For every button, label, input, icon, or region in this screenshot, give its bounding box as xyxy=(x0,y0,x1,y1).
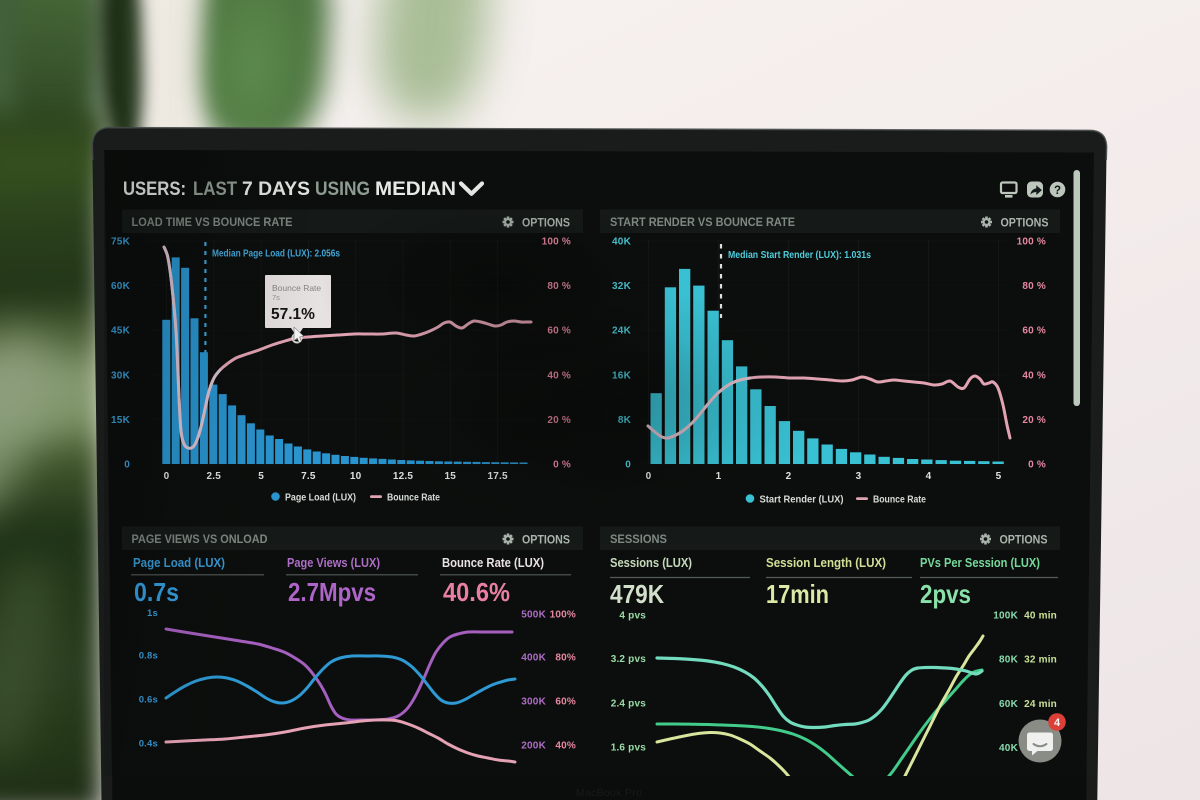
svg-text:17min: 17min xyxy=(766,579,829,609)
svg-text:300K: 300K xyxy=(521,697,546,708)
svg-text:80%: 80% xyxy=(555,653,576,664)
svg-text:Median Page Load (LUX): 2.056s: Median Page Load (LUX): 2.056s xyxy=(212,249,340,260)
svg-text:Median Start Render (LUX): 1.0: Median Start Render (LUX): 1.031s xyxy=(728,250,871,261)
svg-text:7 DAYS: 7 DAYS xyxy=(242,178,310,200)
svg-text:100K: 100K xyxy=(993,611,1018,622)
svg-text:0 %: 0 % xyxy=(1028,460,1046,471)
svg-text:PVs Per Session (LUX): PVs Per Session (LUX) xyxy=(920,555,1040,570)
svg-text:START RENDER VS BOUNCE RATE: START RENDER VS BOUNCE RATE xyxy=(610,217,795,229)
svg-text:MEDIAN: MEDIAN xyxy=(375,178,456,200)
svg-text:0: 0 xyxy=(625,460,631,471)
svg-text:Bounce Rate: Bounce Rate xyxy=(387,493,440,504)
svg-text:OPTIONS: OPTIONS xyxy=(522,218,570,230)
svg-text:60 %: 60 % xyxy=(547,326,571,337)
svg-text:4 pvs: 4 pvs xyxy=(619,611,646,622)
svg-text:500K: 500K xyxy=(521,610,546,621)
svg-text:Sessions (LUX): Sessions (LUX) xyxy=(610,555,692,570)
svg-text:LAST: LAST xyxy=(193,178,237,200)
svg-text:40 min: 40 min xyxy=(1024,611,1057,622)
svg-text:60 %: 60 % xyxy=(1022,326,1046,337)
svg-text:Page Load (LUX): Page Load (LUX) xyxy=(133,555,225,570)
svg-text:0: 0 xyxy=(164,471,170,482)
svg-text:40 %: 40 % xyxy=(1022,370,1046,381)
svg-text:0.4s: 0.4s xyxy=(139,739,158,750)
svg-text:PAGE VIEWS VS ONLOAD: PAGE VIEWS VS ONLOAD xyxy=(132,534,268,546)
svg-text:4: 4 xyxy=(926,471,932,482)
svg-text:60%: 60% xyxy=(555,697,576,708)
svg-text:80K: 80K xyxy=(999,655,1019,666)
svg-text:40K: 40K xyxy=(612,237,632,248)
svg-text:USING: USING xyxy=(315,178,370,200)
svg-text:2.4 pvs: 2.4 pvs xyxy=(611,699,647,710)
svg-text:2: 2 xyxy=(786,471,792,482)
svg-text:Start Render (LUX): Start Render (LUX) xyxy=(760,495,844,506)
svg-text:0.8s: 0.8s xyxy=(139,651,158,662)
svg-text:80 %: 80 % xyxy=(1022,281,1046,292)
svg-text:1s: 1s xyxy=(147,608,158,619)
svg-text:2pvs: 2pvs xyxy=(920,579,971,609)
svg-text:0 %: 0 % xyxy=(553,460,571,471)
svg-text:60K: 60K xyxy=(999,699,1019,710)
svg-text:40 %: 40 % xyxy=(547,370,571,381)
svg-text:40.6%: 40.6% xyxy=(443,577,510,607)
svg-text:1.6 pvs: 1.6 pvs xyxy=(611,743,647,754)
svg-text:2.7Mpvs: 2.7Mpvs xyxy=(288,577,376,607)
svg-text:USERS:: USERS: xyxy=(123,178,186,200)
svg-text:17.5: 17.5 xyxy=(487,471,508,482)
svg-text:32 min: 32 min xyxy=(1024,655,1057,666)
svg-text:20 %: 20 % xyxy=(1022,415,1046,426)
svg-text:100 %: 100 % xyxy=(1017,237,1046,248)
svg-text:15K: 15K xyxy=(111,415,131,426)
svg-text:20 %: 20 % xyxy=(547,415,571,426)
svg-text:Bounce Rate: Bounce Rate xyxy=(272,283,321,293)
svg-text:16K: 16K xyxy=(612,370,632,381)
svg-text:100 %: 100 % xyxy=(542,237,571,248)
svg-text:LOAD TIME VS BOUNCE RATE: LOAD TIME VS BOUNCE RATE xyxy=(132,217,293,229)
svg-text:SESSIONS: SESSIONS xyxy=(610,534,667,546)
svg-text:Session Length (LUX): Session Length (LUX) xyxy=(766,555,886,570)
svg-text:4: 4 xyxy=(1054,717,1061,729)
svg-text:0: 0 xyxy=(646,471,652,482)
svg-text:10: 10 xyxy=(350,471,362,482)
svg-text:0: 0 xyxy=(124,460,130,471)
svg-text:100%: 100% xyxy=(550,610,576,621)
svg-text:0.6s: 0.6s xyxy=(139,695,158,706)
svg-text:Bounce Rate (LUX): Bounce Rate (LUX) xyxy=(442,555,544,570)
svg-text:45K: 45K xyxy=(111,326,131,337)
svg-text:24K: 24K xyxy=(612,326,632,337)
svg-text:Bounce Rate: Bounce Rate xyxy=(873,495,926,506)
svg-text:7s: 7s xyxy=(272,293,280,302)
svg-text:OPTIONS: OPTIONS xyxy=(1001,218,1049,230)
svg-text:8K: 8K xyxy=(618,415,632,426)
svg-text:80 %: 80 % xyxy=(547,281,571,292)
svg-text:3: 3 xyxy=(856,471,862,482)
svg-text:Page Load (LUX): Page Load (LUX) xyxy=(285,493,356,504)
svg-text:60K: 60K xyxy=(111,281,131,292)
svg-text:12.5: 12.5 xyxy=(393,471,414,482)
svg-text:200K: 200K xyxy=(521,741,546,752)
svg-text:7.5: 7.5 xyxy=(301,471,316,482)
svg-text:32K: 32K xyxy=(612,281,632,292)
svg-text:5: 5 xyxy=(258,471,264,482)
svg-text:5: 5 xyxy=(996,471,1002,482)
svg-text:75K: 75K xyxy=(111,237,131,248)
svg-text:?: ? xyxy=(1054,185,1061,197)
svg-text:1: 1 xyxy=(716,471,722,482)
svg-text:15: 15 xyxy=(445,471,457,482)
svg-text:400K: 400K xyxy=(521,653,546,664)
svg-text:0.7s: 0.7s xyxy=(134,577,179,607)
svg-text:40%: 40% xyxy=(555,741,576,752)
svg-text:2.5: 2.5 xyxy=(207,471,222,482)
svg-text:OPTIONS: OPTIONS xyxy=(1000,535,1048,547)
svg-text:3.2 pvs: 3.2 pvs xyxy=(611,654,647,665)
svg-text:57.1%: 57.1% xyxy=(271,306,315,323)
svg-text:OPTIONS: OPTIONS xyxy=(522,535,570,547)
svg-text:MacBook Pro: MacBook Pro xyxy=(576,787,642,799)
svg-text:Page Views (LUX): Page Views (LUX) xyxy=(287,555,380,570)
svg-text:24 min: 24 min xyxy=(1024,699,1057,710)
svg-text:40K: 40K xyxy=(999,743,1019,754)
svg-text:479K: 479K xyxy=(610,579,664,609)
svg-text:30K: 30K xyxy=(111,370,131,381)
